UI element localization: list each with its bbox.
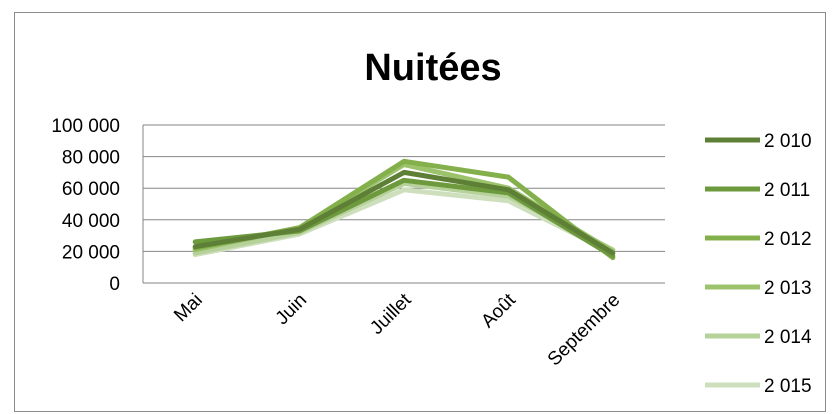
chart-title: Nuitées [364,47,501,89]
y-tick-label: 40 000 [62,211,120,232]
y-tick-label: 0 [109,274,120,295]
series-lines [192,158,616,261]
legend: 2 010 2 011 2 012 2 013 2 014 2 015 [705,131,812,397]
x-tick-label: Juin [272,290,311,329]
series-line-5 [192,187,616,258]
x-tick-label: Septembre [544,290,625,371]
legend-label: 2 012 [764,229,812,250]
x-tick-label: Mai [170,290,207,327]
x-tick-label: Août [477,289,520,332]
y-tick-label: 100 000 [51,116,120,137]
chart-frame [14,12,826,412]
x-tick-label: Juillet [366,289,416,339]
series-line-0 [192,169,616,256]
gridlines [142,124,665,284]
y-tick-label: 20 000 [62,242,120,263]
legend-label: 2 013 [764,278,812,299]
x-axis-ticks: Mai Juin Juillet Août Septembre [170,289,624,370]
legend-label: 2 010 [764,131,812,152]
legend-label: 2 011 [764,180,810,201]
legend-label: 2 014 [764,327,812,348]
y-tick-label: 80 000 [62,148,120,169]
legend-label: 2 015 [764,376,812,397]
y-tick-label: 60 000 [62,179,120,200]
y-axis-ticks: 0 20 000 40 000 60 000 80 000 100 000 [51,116,120,295]
